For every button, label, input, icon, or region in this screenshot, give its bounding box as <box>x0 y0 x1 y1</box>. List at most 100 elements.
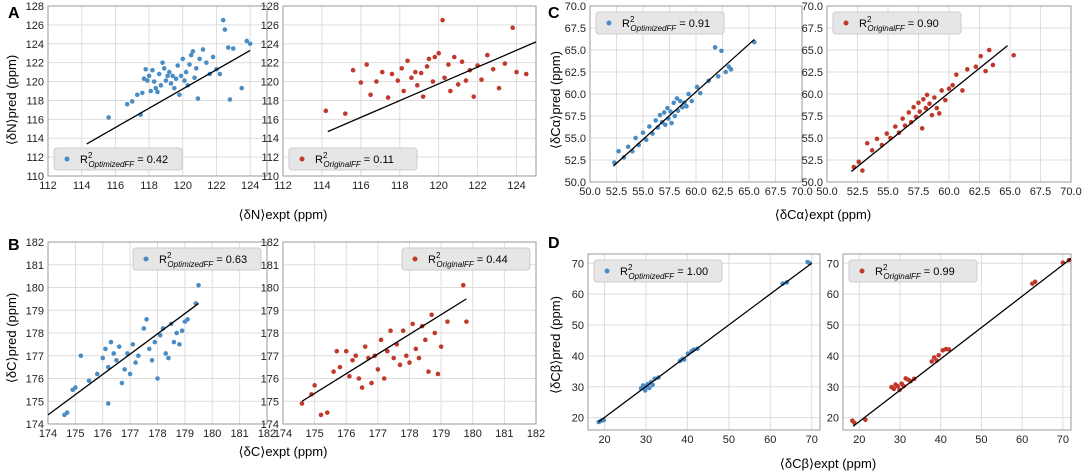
data-point <box>173 76 179 82</box>
x-tick-label: 50.0 <box>579 186 600 198</box>
chart-C-opt: 50.0 52.5 55.0 57.5 60.0 62.5 65.0 67.5 70.0 50.0… <box>565 1 813 198</box>
y-tick-label: 179 <box>261 305 279 317</box>
y-tick-label: 67.5 <box>565 23 586 35</box>
data-point <box>168 81 174 86</box>
data-point <box>368 92 373 98</box>
y-tick-label: 57.5 <box>565 111 586 123</box>
data-point <box>389 71 395 77</box>
data-point <box>244 38 250 44</box>
y-tick-label: 30 <box>572 382 584 394</box>
data-point <box>105 401 111 406</box>
data-point <box>677 98 683 104</box>
data-point <box>923 105 929 111</box>
x-tick-label: 122 <box>207 180 225 192</box>
data-point <box>661 110 667 115</box>
data-point <box>195 96 201 101</box>
data-point <box>100 355 106 361</box>
fit-line <box>47 302 199 416</box>
x-tick-label: 120 <box>430 180 448 192</box>
y-tick-label: 178 <box>261 328 279 340</box>
legend: R2 OriginalFF = 0.99 <box>848 259 978 283</box>
data-point <box>863 417 868 423</box>
data-point <box>780 281 786 286</box>
data-point <box>647 124 652 129</box>
data-point <box>921 96 926 102</box>
data-point <box>429 312 434 318</box>
data-point <box>130 342 136 347</box>
data-point <box>395 78 401 83</box>
legend-marker <box>64 156 70 162</box>
chart-D-orig: 20 30 40 50 60 70 20 30 40 50 60 70 R2 OriginalFF = 0… <box>827 253 1072 446</box>
x-tick-label: 70 <box>1057 434 1069 446</box>
data-point <box>399 66 405 71</box>
data-point <box>145 78 150 83</box>
data-point <box>133 360 138 365</box>
x-tick-label: 52.5 <box>606 186 627 198</box>
data-point <box>111 351 116 356</box>
fit-line <box>597 262 813 423</box>
x-tick-label: 177 <box>369 428 387 440</box>
data-point <box>625 144 631 150</box>
y-tick-label: 124 <box>26 39 44 51</box>
data-point <box>136 353 141 359</box>
data-point <box>175 63 181 68</box>
x-tick-label: 40 <box>681 434 693 446</box>
y-tick-label: 70.0 <box>802 1 823 13</box>
data-point <box>172 85 177 91</box>
y-tick-label: 181 <box>261 260 279 272</box>
x-tick-label: 40 <box>935 434 947 446</box>
x-tick-label: 175 <box>305 428 323 440</box>
chart-D-opt: 20 30 40 50 60 70 20 30 40 50 60 70 R2 OptimizedFF = … <box>572 253 821 446</box>
data-point <box>647 385 652 391</box>
data-point <box>166 69 172 75</box>
data-point <box>140 90 145 96</box>
data-point <box>514 69 519 75</box>
data-point <box>642 388 648 393</box>
data-point <box>337 364 343 370</box>
data-point <box>78 353 84 359</box>
legend: R2 OriginalFF = 0.11 <box>288 147 418 171</box>
x-tick-label: 179 <box>176 428 194 440</box>
y-tick-label: 120 <box>26 77 44 89</box>
data-point <box>672 113 678 119</box>
x-tick-label: 118 <box>391 180 409 192</box>
data-point <box>479 77 484 82</box>
legend-label: R2 OptimizedFF = 1.00 <box>620 263 708 281</box>
data-point <box>170 73 175 79</box>
chart-B-opt: 174 175 176 177 178 179 180 181 1821741751761771… <box>26 237 277 440</box>
data-point <box>347 373 352 379</box>
data-point <box>445 319 450 324</box>
data-point <box>227 97 233 102</box>
x-tick-label: 57.5 <box>659 186 680 198</box>
data-point <box>149 358 155 363</box>
data-point <box>459 59 465 65</box>
data-point <box>929 112 935 118</box>
data-point <box>946 86 952 92</box>
data-point <box>616 148 621 154</box>
x-tick-label: 176 <box>94 428 112 440</box>
data-point <box>448 88 453 94</box>
legend: R2 OptimizedFF = 0.91 <box>595 11 725 35</box>
data-point <box>148 88 154 94</box>
x-tick-label: 55.0 <box>632 186 653 198</box>
data-point <box>190 49 196 54</box>
data-point <box>712 45 718 50</box>
data-point <box>728 67 734 72</box>
data-point <box>225 45 231 50</box>
data-point <box>418 70 424 76</box>
y-tick-label: 116 <box>26 114 44 126</box>
data-point <box>432 330 438 336</box>
x-tick-label: 60.0 <box>938 186 959 198</box>
data-point <box>943 97 948 103</box>
y-tick-label: 60.0 <box>565 89 586 101</box>
data-point <box>364 62 369 67</box>
data-point <box>350 358 355 363</box>
data-point <box>324 410 330 415</box>
x-tick-label: 65.0 <box>999 186 1020 198</box>
plot-frame <box>282 5 537 177</box>
legend-marker <box>143 256 149 262</box>
data-point <box>166 355 171 361</box>
plot-frame <box>826 5 1072 183</box>
data-point <box>669 120 674 126</box>
chart-A-opt: 112 114 116 118 120 122 1241101121141161181201… <box>26 1 268 192</box>
